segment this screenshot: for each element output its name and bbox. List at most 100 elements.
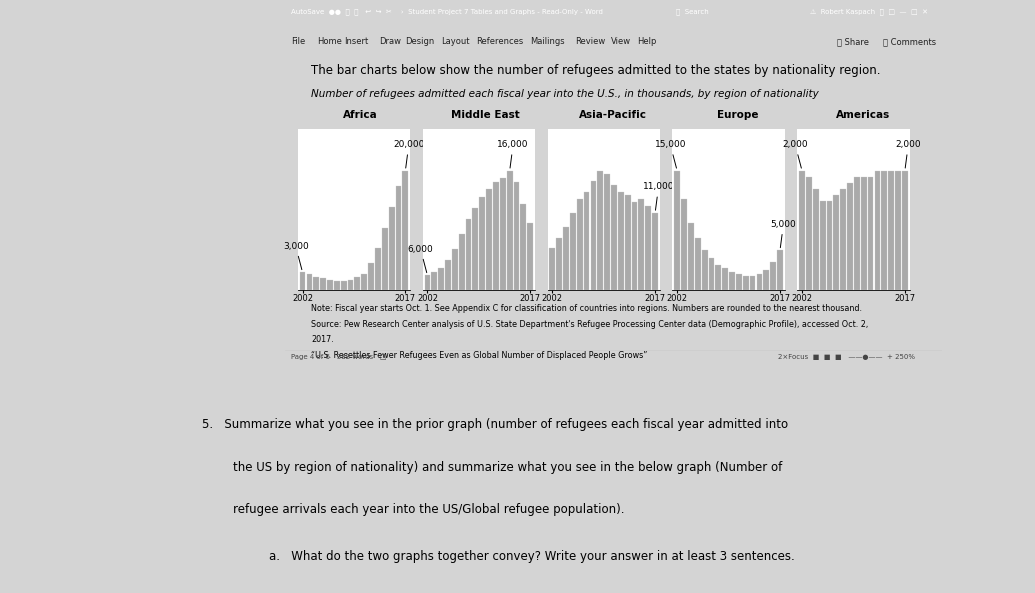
- Text: Europe: Europe: [717, 110, 759, 120]
- Bar: [764, 270, 769, 290]
- Bar: [424, 275, 431, 290]
- Bar: [320, 278, 326, 290]
- Bar: [452, 249, 457, 290]
- Text: References: References: [476, 37, 524, 46]
- Bar: [840, 189, 846, 290]
- Bar: [348, 280, 353, 290]
- Bar: [341, 281, 347, 290]
- Bar: [875, 171, 881, 290]
- Text: Help: Help: [637, 37, 656, 46]
- Bar: [847, 183, 853, 290]
- Text: 💬 Comments: 💬 Comments: [883, 37, 936, 46]
- Bar: [806, 177, 811, 290]
- Bar: [354, 277, 360, 290]
- Bar: [327, 279, 333, 290]
- Bar: [361, 273, 367, 290]
- Text: ⚠  Robert Kaspach  👤  □  —  □  ✕: ⚠ Robert Kaspach 👤 □ — □ ✕: [810, 9, 928, 15]
- Bar: [688, 222, 693, 290]
- Bar: [882, 171, 887, 290]
- Bar: [895, 171, 900, 290]
- Bar: [743, 276, 748, 290]
- Text: Middle East: Middle East: [450, 110, 520, 120]
- Text: 2,000: 2,000: [782, 141, 808, 168]
- Bar: [694, 238, 701, 290]
- Bar: [438, 268, 444, 290]
- Bar: [556, 238, 562, 290]
- Text: 3,000: 3,000: [283, 242, 308, 270]
- Text: Review: Review: [575, 37, 605, 46]
- Bar: [749, 276, 756, 290]
- Bar: [591, 181, 596, 290]
- Text: the US by region of nationality) and summarize what you see in the below graph (: the US by region of nationality) and sum…: [233, 461, 782, 474]
- Bar: [550, 248, 555, 290]
- Bar: [820, 200, 826, 290]
- Text: a.   What do the two graphs together convey? Write your answer in at least 3 sen: a. What do the two graphs together conve…: [269, 550, 795, 563]
- Text: AutoSave  ●●  🔒  💾   ↩  ↪  ✂    ›  Student Project 7 Tables and Graphs - Read-On: AutoSave ●● 🔒 💾 ↩ ↪ ✂ › Student Project …: [291, 9, 603, 15]
- Bar: [833, 195, 839, 290]
- Bar: [584, 192, 590, 290]
- Text: 16,000: 16,000: [498, 141, 529, 168]
- Text: 2×Focus  ■  ■  ■   ——●——  + 250%: 2×Focus ■ ■ ■ ——●—— + 250%: [777, 354, 915, 361]
- Bar: [493, 182, 499, 290]
- Bar: [473, 208, 478, 290]
- Bar: [597, 171, 603, 290]
- Text: Page 4 of 6   382 words   □: Page 4 of 6 382 words □: [291, 354, 387, 361]
- Bar: [646, 206, 651, 290]
- Bar: [576, 199, 583, 290]
- Bar: [375, 248, 381, 290]
- Bar: [652, 213, 658, 290]
- Bar: [395, 186, 402, 290]
- Bar: [770, 262, 776, 290]
- Text: 🔗 Share: 🔗 Share: [836, 37, 868, 46]
- Bar: [827, 200, 832, 290]
- Text: Note: Fiscal year starts Oct. 1. See Appendix C for classification of countries : Note: Fiscal year starts Oct. 1. See App…: [310, 304, 862, 313]
- Text: 15,000: 15,000: [654, 141, 686, 168]
- Bar: [799, 171, 805, 290]
- Bar: [500, 178, 506, 290]
- Bar: [479, 197, 485, 290]
- Bar: [382, 228, 388, 290]
- Bar: [901, 171, 908, 290]
- Bar: [611, 185, 617, 290]
- Text: 2,000: 2,000: [895, 141, 921, 168]
- Text: Mailings: Mailings: [530, 37, 565, 46]
- Text: 11,000: 11,000: [643, 183, 674, 210]
- Bar: [722, 268, 728, 290]
- Text: Draw: Draw: [379, 37, 402, 46]
- Bar: [631, 202, 638, 290]
- Bar: [604, 174, 610, 290]
- Text: Layout: Layout: [441, 37, 470, 46]
- Bar: [445, 260, 451, 290]
- Text: 20,000: 20,000: [393, 141, 424, 168]
- Text: Asia-Pacific: Asia-Pacific: [580, 110, 647, 120]
- Bar: [513, 182, 520, 290]
- Bar: [389, 206, 394, 290]
- Bar: [729, 272, 735, 290]
- Bar: [300, 272, 305, 290]
- Text: “U.S. Resettles Fewer Refugees Even as Global Number of Displaced People Grows”: “U.S. Resettles Fewer Refugees Even as G…: [310, 350, 647, 360]
- Text: Source: Pew Research Center analysis of U.S. State Department's Refugee Processi: Source: Pew Research Center analysis of …: [310, 320, 868, 329]
- Bar: [867, 177, 874, 290]
- Bar: [334, 280, 339, 290]
- Text: The bar charts below show the number of refugees admitted to the states by natio: The bar charts below show the number of …: [310, 64, 881, 77]
- Text: refugee arrivals each year into the US/Global refugee population).: refugee arrivals each year into the US/G…: [233, 503, 624, 517]
- Text: 🔍  Search: 🔍 Search: [676, 9, 709, 15]
- Text: Home: Home: [318, 37, 343, 46]
- Bar: [709, 259, 714, 290]
- Bar: [625, 196, 630, 290]
- Bar: [861, 177, 866, 290]
- Text: Africa: Africa: [343, 110, 378, 120]
- Bar: [486, 190, 492, 290]
- Bar: [527, 223, 533, 290]
- Bar: [618, 192, 624, 290]
- Bar: [507, 171, 512, 290]
- Text: 5,000: 5,000: [770, 220, 796, 248]
- Bar: [702, 250, 708, 290]
- Bar: [368, 263, 374, 290]
- Text: View: View: [611, 37, 630, 46]
- Text: 2017.: 2017.: [310, 335, 333, 344]
- Bar: [466, 219, 472, 290]
- Bar: [888, 171, 894, 290]
- Bar: [681, 199, 687, 290]
- Bar: [403, 171, 408, 290]
